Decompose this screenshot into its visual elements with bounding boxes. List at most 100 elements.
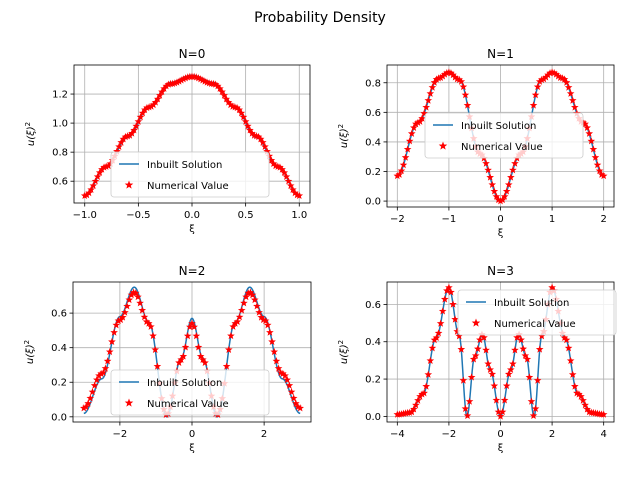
y-axis-label-base: u(ξ) — [339, 128, 350, 148]
data-point — [496, 197, 505, 205]
subplot-title: N=1 — [487, 47, 514, 61]
data-point — [457, 77, 466, 85]
data-point — [144, 319, 153, 327]
data-point — [147, 322, 155, 330]
data-point — [410, 123, 418, 132]
data-point — [280, 168, 289, 176]
data-point — [540, 75, 548, 83]
data-point — [259, 315, 268, 324]
data-point — [224, 345, 233, 354]
data-point — [531, 91, 540, 99]
data-point — [585, 129, 594, 137]
data-point — [471, 351, 480, 359]
data-point — [480, 333, 488, 341]
data-point — [140, 313, 149, 321]
data-point — [461, 404, 470, 412]
data-point — [216, 84, 224, 92]
legend-label-numerical-value: Numerical Value — [461, 142, 543, 153]
legend-box — [110, 151, 270, 198]
data-point — [160, 84, 168, 92]
data-point — [123, 132, 132, 140]
data-point — [430, 335, 439, 344]
data-point — [457, 345, 466, 353]
data-point — [138, 306, 147, 314]
data-point — [248, 129, 256, 137]
data-point — [192, 332, 201, 340]
y-tick-label: 0.0 — [365, 412, 381, 423]
y-axis-label: u(ξ)2 — [24, 122, 37, 146]
data-point — [440, 70, 449, 78]
data-point — [593, 160, 602, 169]
y-axis-label-superscript: 2 — [337, 124, 345, 128]
data-point — [560, 75, 569, 83]
data-point — [112, 321, 121, 329]
data-point — [440, 295, 449, 303]
data-point — [171, 79, 179, 87]
data-point — [168, 79, 177, 87]
data-point — [84, 399, 92, 407]
data-point — [486, 173, 494, 181]
data-point — [535, 345, 544, 353]
data-point — [284, 177, 293, 185]
data-point — [98, 165, 106, 173]
legend-label-inbuilt-solution: Inbuilt Solution — [147, 378, 222, 389]
data-point — [181, 74, 190, 82]
legend-box — [457, 289, 617, 336]
data-point — [173, 78, 181, 86]
data-point — [108, 337, 116, 346]
y-tick-label: 0.4 — [365, 337, 381, 348]
data-point — [91, 177, 100, 185]
data-point — [141, 105, 149, 114]
data-point — [257, 313, 266, 321]
data-point — [130, 126, 138, 134]
data-point — [438, 72, 447, 80]
data-point — [235, 105, 243, 114]
data-point — [224, 98, 233, 106]
legend-label-numerical-value: Numerical Value — [494, 319, 576, 330]
data-point — [583, 123, 591, 132]
data-point — [278, 165, 286, 173]
data-point — [533, 376, 542, 384]
y-axis-label-superscript: 2 — [24, 122, 32, 126]
data-point — [562, 78, 571, 86]
data-point — [428, 344, 437, 352]
data-point — [401, 153, 410, 161]
data-point — [113, 147, 121, 155]
data-point — [291, 188, 299, 197]
data-point — [183, 332, 192, 340]
y-axis-label-base: u(ξ) — [25, 344, 36, 364]
x-axis-label: ξ — [498, 443, 504, 454]
data-point — [292, 399, 300, 407]
data-point — [474, 344, 482, 353]
data-point — [451, 315, 459, 323]
data-point — [533, 82, 542, 91]
data-point — [509, 166, 517, 174]
data-point — [233, 103, 241, 112]
legend-star-swatch — [471, 318, 481, 327]
data-point — [436, 319, 445, 327]
data-point — [521, 351, 530, 359]
data-point — [254, 132, 263, 141]
data-point — [125, 295, 134, 304]
data-point — [211, 80, 220, 88]
subplot-title: N=3 — [487, 264, 514, 278]
data-point — [296, 404, 304, 412]
data-point — [566, 356, 575, 364]
legend-star-swatch — [438, 141, 448, 150]
data-point — [564, 344, 573, 352]
data-point — [482, 159, 490, 167]
data-point — [562, 335, 571, 344]
subplot-n1: −2 −1 0 1 20.00.20.40.60.8N=1ξu(ξ)2 Inbuilt S… — [337, 47, 615, 239]
data-point — [573, 389, 581, 397]
data-point — [558, 74, 567, 82]
legend: Inbuilt Solution Numerical Value — [110, 369, 270, 416]
data-point — [504, 180, 513, 188]
x-tick-label: −1 — [442, 214, 457, 225]
data-point — [490, 187, 499, 195]
data-point — [241, 117, 250, 125]
data-point — [213, 82, 222, 90]
data-point — [274, 364, 283, 372]
data-point — [93, 172, 102, 180]
data-point — [282, 172, 291, 180]
data-point — [453, 327, 461, 335]
